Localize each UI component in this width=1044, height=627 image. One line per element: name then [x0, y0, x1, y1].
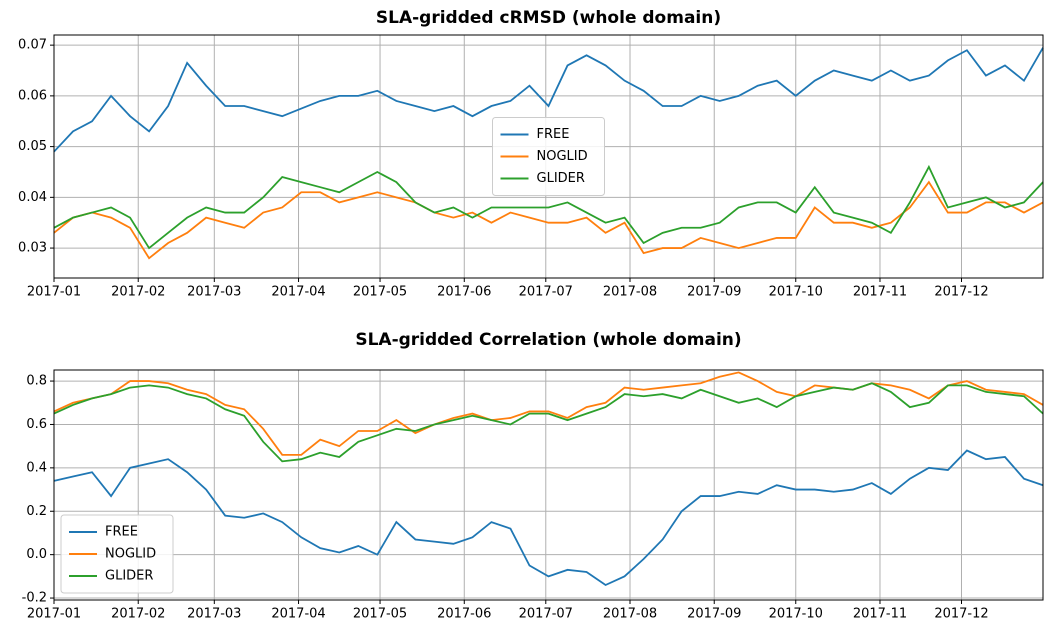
x-tick-label: 2017-01 [27, 607, 81, 622]
data-line [53, 47, 1044, 153]
y-tick-label: 0.04 [18, 190, 47, 205]
y-tick-label: 0.05 [18, 139, 47, 154]
x-tick-label: 2017-10 [769, 607, 823, 622]
legend: FREE NOGLID GLIDER [60, 514, 174, 594]
x-tick-label: 2017-11 [853, 607, 907, 622]
data-line [53, 371, 1044, 456]
x-tick-label: 2017-07 [519, 285, 573, 300]
y-tick-label: 0.4 [26, 460, 47, 475]
legend-label: NOGLID [537, 149, 588, 164]
x-tick-label: 2017-07 [519, 607, 573, 622]
legend-label: NOGLID [105, 547, 156, 562]
y-tick-label: 0.6 [26, 417, 47, 432]
x-tick-label: 2017-08 [603, 607, 657, 622]
plot-frame [53, 34, 1044, 279]
data-line [53, 449, 1044, 587]
y-tick-label: 0.2 [26, 504, 47, 519]
y-tick-label: 0.8 [26, 374, 47, 389]
x-tick-label: 2017-02 [111, 607, 165, 622]
y-tick-label: -0.2 [22, 591, 47, 606]
x-tick-label: 2017-04 [271, 285, 325, 300]
x-tick-label: 2017-06 [437, 285, 491, 300]
x-tick-label: 2017-12 [934, 607, 988, 622]
x-tick-label: 2017-05 [353, 607, 407, 622]
legend-box [60, 514, 174, 594]
x-tick-label: 2017-05 [353, 285, 407, 300]
data-line [53, 164, 1044, 250]
x-tick-label: 2017-08 [603, 285, 657, 300]
x-tick-label: 2017-02 [111, 285, 165, 300]
plot-frame [53, 369, 1044, 601]
legend-label: GLIDER [105, 569, 153, 584]
x-tick-label: 2017-11 [853, 285, 907, 300]
x-tick-label: 2017-03 [187, 607, 241, 622]
y-tick-label: 0.07 [18, 38, 47, 53]
y-tick-label: 0.03 [18, 241, 47, 256]
legend-label: FREE [105, 525, 138, 540]
x-tick-label: 2017-09 [687, 285, 741, 300]
x-tick-label: 2017-04 [271, 607, 325, 622]
chart-title: SLA-gridded cRMSD (whole domain) [376, 8, 721, 28]
x-tick-label: 2017-10 [769, 285, 823, 300]
x-tick-label: 2017-09 [687, 607, 741, 622]
data-line [53, 382, 1044, 463]
x-tick-label: 2017-01 [27, 285, 81, 300]
x-tick-label: 2017-12 [934, 285, 988, 300]
legend-label: GLIDER [537, 171, 585, 186]
chart-title: SLA-gridded Correlation (whole domain) [355, 330, 741, 350]
x-tick-label: 2017-06 [437, 607, 491, 622]
x-tick-label: 2017-03 [187, 285, 241, 300]
legend-box [492, 117, 605, 196]
legend-label: FREE [537, 127, 570, 142]
y-tick-label: 0.06 [18, 88, 47, 103]
y-tick-label: 0.0 [26, 547, 47, 562]
legend: FREE NOGLID GLIDER [492, 117, 605, 196]
